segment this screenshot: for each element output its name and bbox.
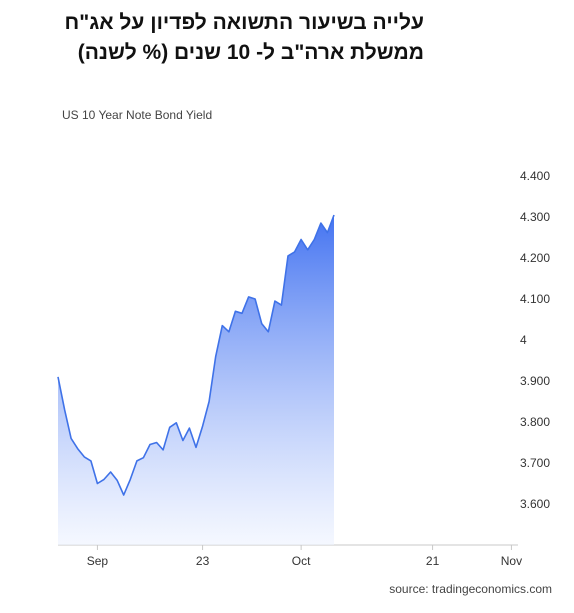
x-tick-label: Sep: [87, 554, 109, 568]
y-tick-label: 4.400: [520, 169, 550, 183]
y-tick-label: 3.700: [520, 456, 550, 470]
yield-series-line: [57, 214, 335, 496]
x-tick-label: Oct: [292, 554, 311, 568]
y-tick-label: 3.900: [520, 374, 550, 388]
heading-line-2: ממשלת ארה"ב ל- 10 שנים (% לשנה): [77, 41, 424, 64]
y-tick-label: 4.100: [520, 292, 550, 306]
chart-title: US 10 Year Note Bond Yield: [62, 108, 213, 122]
source-note: source: tradingeconomics.com: [389, 582, 552, 596]
article-heading: עלייה בשיעור התשואה לפדיון על אג"ח ממשלת…: [24, 8, 424, 68]
y-tick-label: 3.600: [520, 497, 550, 511]
x-tick-label: 23: [196, 554, 210, 568]
x-tick-label: 21: [426, 554, 440, 568]
y-tick-label: 4.300: [520, 210, 550, 224]
y-tick-label: 4.200: [520, 251, 550, 265]
y-tick-label: 4: [520, 333, 527, 347]
x-tick-label: Nov: [501, 554, 522, 568]
yield-area-fill: [58, 215, 334, 545]
y-tick-label: 3.800: [520, 415, 550, 429]
heading-line-1: עלייה בשיעור התשואה לפדיון על אג"ח: [64, 11, 424, 34]
